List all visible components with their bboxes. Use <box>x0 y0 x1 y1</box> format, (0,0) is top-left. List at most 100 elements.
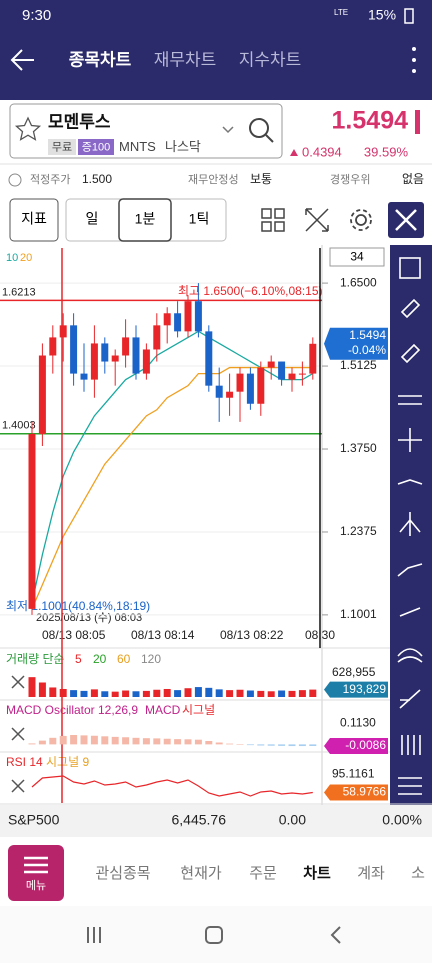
tag-bg <box>78 139 114 155</box>
info-label: 적정주가 <box>30 173 70 186</box>
macd-bar <box>80 735 88 745</box>
more-menu[interactable] <box>412 47 416 73</box>
candle-body <box>309 343 317 374</box>
volume-bar <box>184 688 192 697</box>
volume-bar <box>246 690 254 697</box>
candle-body <box>142 349 150 374</box>
macd-bar <box>174 739 182 745</box>
candle-body <box>226 391 234 398</box>
tools-icon <box>395 209 417 231</box>
macd-bar <box>101 736 109 745</box>
ma-legend: 10 <box>6 252 18 264</box>
ticker-change: 0.00 <box>279 812 306 828</box>
y-tick-label: 628,955 <box>332 665 376 679</box>
tab[interactable]: 재무차트 <box>154 50 217 69</box>
current-label: 193,829 <box>343 682 387 696</box>
current-tag <box>324 327 388 360</box>
time-label: 08/13 08:14 <box>131 628 195 642</box>
volume-bar <box>298 690 306 697</box>
macd-bar <box>122 737 130 745</box>
candle-body <box>246 373 254 404</box>
reference-label: 1.6213 <box>2 286 36 298</box>
ma-legend: 20 <box>20 252 32 264</box>
nav-bg <box>0 838 432 906</box>
back[interactable] <box>330 926 341 944</box>
back-button[interactable] <box>10 49 34 71</box>
volume-period: 5 <box>75 652 82 666</box>
y-tick-label: 1.6500 <box>340 275 377 289</box>
system-nav <box>0 906 432 963</box>
price-bar <box>415 110 420 134</box>
favorite-star[interactable] <box>14 116 42 141</box>
dropdown[interactable] <box>222 126 234 134</box>
macd-legend: MACD <box>145 703 181 717</box>
macd-bar <box>205 741 213 745</box>
volume-bar <box>194 687 202 697</box>
reference-label: 1.4003 <box>2 420 36 432</box>
volume-bar <box>49 687 57 697</box>
ticker-name: S&P500 <box>8 812 60 828</box>
expand-button[interactable] <box>305 208 329 232</box>
volume-bar <box>163 688 171 697</box>
candle-body <box>267 361 275 368</box>
count: 34 <box>350 250 364 264</box>
current-tag <box>324 784 388 801</box>
period-button-selected[interactable] <box>118 198 172 242</box>
volume-bar <box>309 689 317 697</box>
nav-item[interactable]: 계좌 <box>357 865 385 882</box>
button-label[interactable]: 일 <box>86 211 99 227</box>
volume-bar <box>90 689 98 697</box>
macd-bar <box>153 738 161 745</box>
candle-body <box>122 337 130 356</box>
candle-body <box>174 313 182 332</box>
time-label: 08/13 08:22 <box>220 628 284 642</box>
candle-body <box>194 301 202 332</box>
current-label: 58.9766 <box>343 785 387 799</box>
current-tag <box>324 737 388 754</box>
volume-bar <box>59 688 67 697</box>
macd-bar <box>226 743 234 745</box>
tag: 무료 <box>52 141 72 153</box>
y-tick-label: 1.2375 <box>340 524 377 538</box>
candle-body <box>236 373 244 392</box>
indicator-button[interactable] <box>9 198 59 242</box>
info-label: 재무안정성 <box>188 173 239 186</box>
macd-bar <box>163 738 171 745</box>
recent-apps[interactable] <box>87 927 101 943</box>
macd-bar <box>38 740 46 745</box>
nav-item[interactable]: 관심종목 <box>95 865 150 882</box>
status-time: 9:30 <box>22 7 51 24</box>
current-tag <box>324 681 388 698</box>
tab[interactable]: 지수차트 <box>239 50 302 69</box>
nav-item[interactable]: 소 <box>411 865 425 882</box>
menu-icon <box>24 856 48 874</box>
button-label[interactable]: 1틱 <box>189 211 210 227</box>
candle-body <box>278 361 286 380</box>
search-button[interactable] <box>249 118 274 143</box>
settings-button[interactable] <box>350 209 372 231</box>
tag: 증100 <box>82 141 110 153</box>
status-network: LTE <box>334 8 348 17</box>
candle-body <box>49 337 57 356</box>
volume-bar <box>28 677 36 697</box>
menu-label: 메뉴 <box>26 879 46 892</box>
nav-item[interactable]: 주문 <box>249 865 277 882</box>
home[interactable] <box>205 926 223 944</box>
macd-bar <box>236 744 244 745</box>
candle-body <box>28 433 36 609</box>
up-arrow <box>290 149 298 156</box>
stock-change-pct: 39.59% <box>364 144 409 159</box>
nav-item-active[interactable]: 차트 <box>303 865 331 882</box>
chart-bg <box>0 245 390 805</box>
layout-button[interactable] <box>261 208 285 232</box>
close-panel-icons[interactable] <box>11 675 25 793</box>
nav-item[interactable]: 현재가 <box>180 865 222 882</box>
stock-market: 나스닥 <box>165 139 201 154</box>
macd-bar <box>246 744 254 746</box>
candle-body <box>184 301 192 332</box>
volume-bar <box>257 690 265 697</box>
help-icon[interactable] <box>8 173 22 187</box>
header-bg <box>0 0 432 100</box>
tab-active[interactable]: 종목차트 <box>69 50 132 69</box>
sidebar-icons[interactable] <box>397 257 423 795</box>
